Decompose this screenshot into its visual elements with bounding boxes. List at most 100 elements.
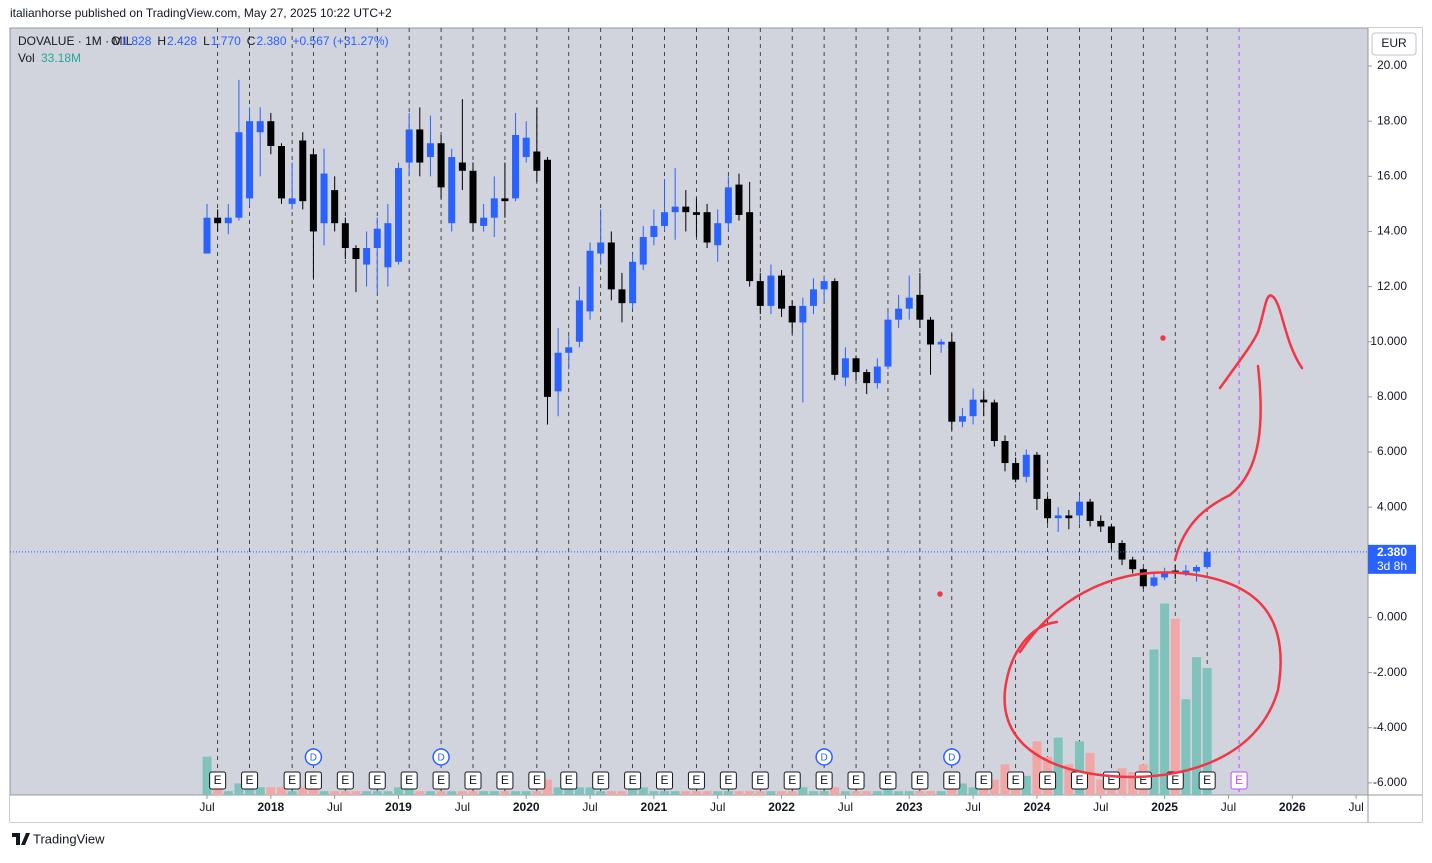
candle-body bbox=[203, 217, 211, 254]
volume-bar bbox=[1074, 741, 1084, 795]
dot bbox=[937, 591, 943, 597]
earnings-marker: E bbox=[533, 773, 541, 787]
volume-bar bbox=[1096, 779, 1106, 795]
volume-bar bbox=[223, 791, 233, 795]
volume-bar bbox=[287, 791, 297, 795]
volume-bar bbox=[276, 787, 286, 795]
y-tick-label: -6.000 bbox=[1373, 775, 1407, 789]
earnings-marker-box bbox=[1230, 771, 1248, 790]
candle-body bbox=[352, 248, 360, 260]
earnings-marker-box bbox=[1039, 771, 1057, 790]
earnings-marker: E bbox=[948, 773, 956, 787]
volume-bar bbox=[628, 787, 638, 795]
earnings-marker-box bbox=[911, 771, 929, 790]
earnings-marker-box bbox=[719, 771, 737, 790]
volume-bar bbox=[606, 791, 616, 795]
earnings-marker-box bbox=[879, 771, 897, 790]
ohlc-key: H bbox=[157, 34, 166, 48]
volume-bar bbox=[702, 791, 712, 795]
candle-body bbox=[746, 212, 754, 282]
x-tick-label: 2019 bbox=[385, 800, 412, 814]
dividend-marker bbox=[304, 748, 323, 766]
candle-body bbox=[490, 198, 498, 218]
earnings-marker: E bbox=[1139, 773, 1147, 787]
candle-body bbox=[299, 140, 307, 202]
earnings-marker: E bbox=[405, 773, 413, 787]
volume-bar bbox=[319, 791, 329, 795]
volume-bar bbox=[734, 791, 744, 795]
earnings-marker: E bbox=[820, 773, 828, 787]
earnings-marker: E bbox=[288, 773, 296, 787]
volume-bar bbox=[1192, 657, 1202, 795]
volume-bar bbox=[638, 787, 648, 795]
volume-bar bbox=[1021, 775, 1031, 795]
volume-bar bbox=[1149, 649, 1159, 795]
earnings-marker: E bbox=[852, 773, 860, 787]
y-tick-label: 14.00 bbox=[1377, 224, 1407, 238]
volume-bar bbox=[383, 791, 393, 795]
x-tick-label: 2018 bbox=[257, 800, 284, 814]
volume-bar bbox=[394, 787, 404, 795]
candle-body bbox=[927, 319, 935, 345]
candle-body bbox=[469, 170, 477, 224]
candle-body bbox=[884, 319, 892, 367]
earnings-marker: E bbox=[1044, 773, 1052, 787]
currency-box[interactable] bbox=[1371, 32, 1417, 56]
volume-bar bbox=[649, 791, 659, 795]
volume-bar bbox=[596, 791, 606, 795]
earnings-marker-box bbox=[624, 771, 642, 790]
candle-body bbox=[373, 228, 381, 249]
candle-body bbox=[703, 212, 711, 243]
earnings-marker: E bbox=[884, 773, 892, 787]
earnings-marker: E bbox=[1171, 773, 1179, 787]
volume-bar bbox=[798, 787, 808, 795]
candle-body bbox=[820, 281, 828, 290]
price-tag bbox=[1368, 544, 1416, 574]
candle-body bbox=[895, 308, 903, 320]
volume-bar bbox=[862, 791, 872, 795]
volume-bar bbox=[851, 791, 861, 795]
y-tick-label: 0.000 bbox=[1377, 610, 1407, 624]
earnings-marker: E bbox=[629, 773, 637, 787]
ohlc-legend: O 1.828 H 2.428 L 1.770 C 2.380 +0.567 (+31.27%) bbox=[111, 34, 389, 48]
volume-bar bbox=[489, 791, 499, 795]
volume-bar bbox=[298, 787, 308, 795]
earnings-marker: E bbox=[373, 773, 381, 787]
volume-bar bbox=[840, 791, 850, 795]
candle-body bbox=[639, 236, 647, 265]
candle-body bbox=[916, 294, 924, 320]
candle-body bbox=[1001, 441, 1009, 464]
earnings-marker-box bbox=[975, 771, 993, 790]
candle-body bbox=[724, 187, 732, 224]
candle-body bbox=[1044, 498, 1052, 519]
volume-bar bbox=[542, 779, 552, 795]
ohlc-change: +0.567 (+31.27%) bbox=[293, 34, 389, 48]
earnings-marker-box bbox=[783, 771, 801, 790]
countdown: 3d 8h bbox=[1377, 559, 1407, 573]
y-tick-label: 8.000 bbox=[1377, 389, 1407, 403]
earnings-marker: E bbox=[565, 773, 573, 787]
volume-bar bbox=[308, 787, 318, 795]
earnings-marker: E bbox=[661, 773, 669, 787]
candle-body bbox=[799, 305, 807, 323]
y-tick-label: 20.00 bbox=[1377, 58, 1407, 72]
earnings-marker-box bbox=[528, 771, 546, 790]
candle-body bbox=[905, 297, 913, 309]
y-tick-label: -4.000 bbox=[1373, 720, 1407, 734]
earnings-marker: E bbox=[1203, 773, 1211, 787]
currency[interactable]: EUR bbox=[1381, 36, 1407, 50]
earnings-marker: E bbox=[1075, 773, 1083, 787]
candle-body bbox=[852, 358, 860, 373]
volume-bar bbox=[574, 787, 584, 795]
volume-bar bbox=[904, 791, 914, 795]
candle-body bbox=[341, 223, 349, 249]
candle-body bbox=[256, 121, 264, 133]
candle-body bbox=[1086, 501, 1094, 521]
earnings-marker-box bbox=[464, 771, 482, 790]
y-tick-label: -2.000 bbox=[1373, 665, 1407, 679]
volume-bar bbox=[957, 783, 967, 795]
volume-bar bbox=[500, 791, 510, 795]
x-tick-label: 2026 bbox=[1279, 800, 1306, 814]
x-tick-label: 2020 bbox=[513, 800, 540, 814]
